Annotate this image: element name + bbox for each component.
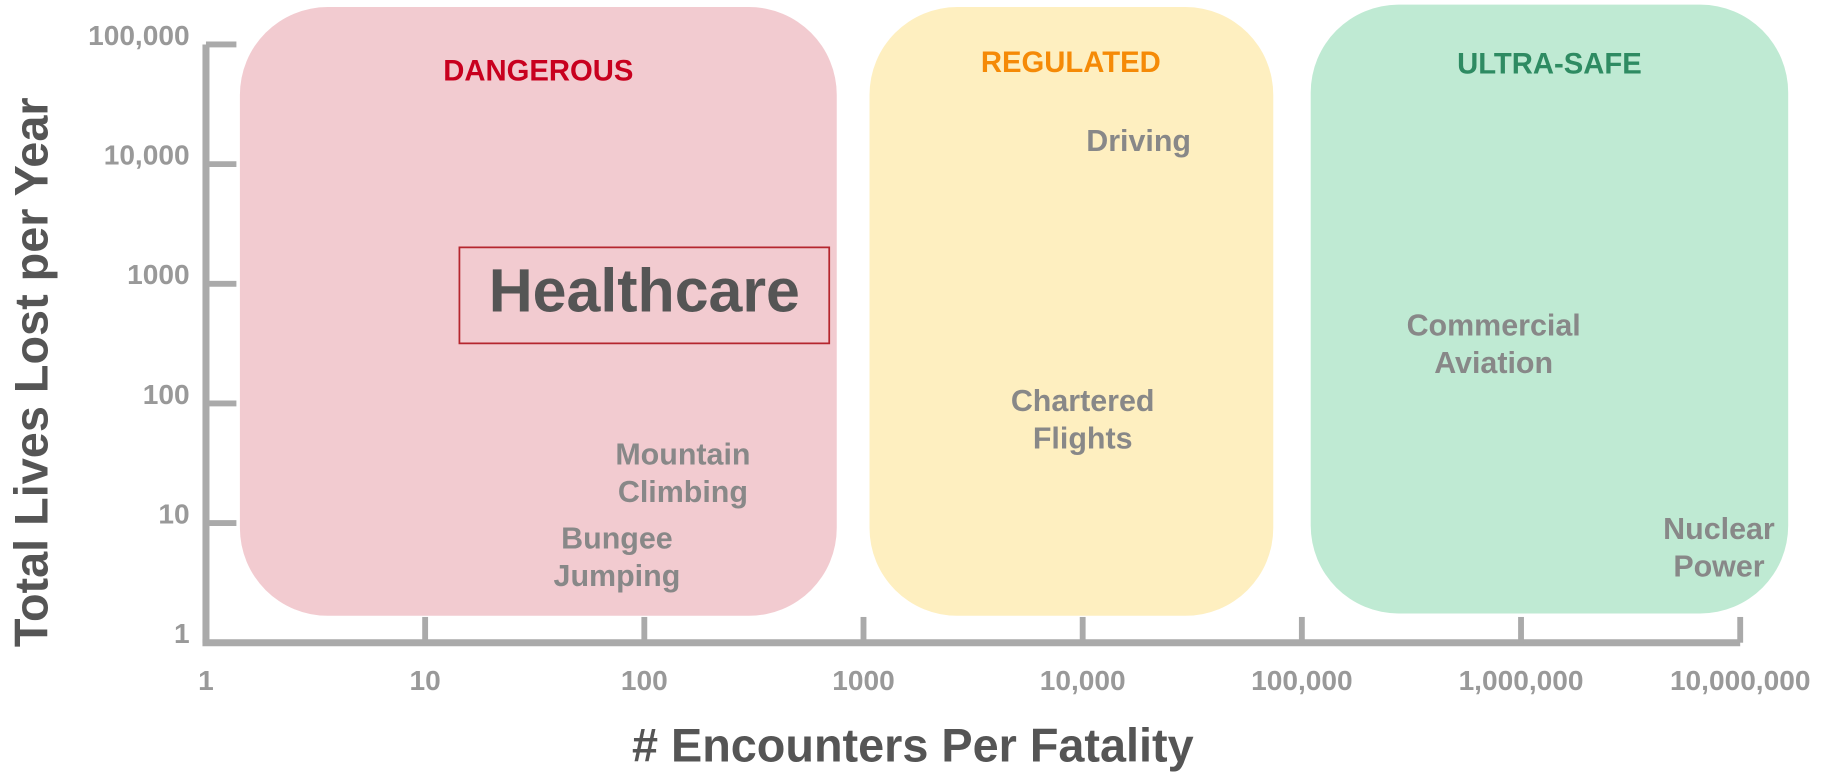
point-label: Driving xyxy=(1086,124,1191,158)
point-label: Bungee Jumping xyxy=(554,521,681,592)
y-tick-label: 100,000 xyxy=(88,20,189,51)
y-axis-title: Total Lives Lost per Year xyxy=(5,97,57,647)
region xyxy=(869,7,1274,616)
x-tick-label: 10,000 xyxy=(1040,665,1126,696)
x-axis-title: # Encounters Per Fatality xyxy=(632,720,1194,772)
region xyxy=(1310,4,1789,614)
highlight-box xyxy=(458,246,831,345)
point-label: Commercial Aviation xyxy=(1407,309,1581,380)
region-label: ULTRA-SAFE xyxy=(1457,48,1642,80)
region-label: REGULATED xyxy=(981,47,1161,79)
region-label: DANGEROUS xyxy=(443,55,633,87)
y-tick-label: 1 xyxy=(174,618,190,649)
y-tick-label: 1000 xyxy=(127,259,189,290)
y-tick-label: 10,000 xyxy=(104,140,190,171)
x-tick-label: 1 xyxy=(198,665,214,696)
point-label: Nuclear Power xyxy=(1663,512,1775,583)
region xyxy=(239,7,837,616)
x-tick-label: 100,000 xyxy=(1251,665,1352,696)
x-tick-label: 1000 xyxy=(832,665,894,696)
point-label: Healthcare xyxy=(489,256,800,324)
x-tick-label: 10 xyxy=(410,665,441,696)
y-tick-label: 10 xyxy=(158,498,189,529)
y-tick-label: 100 xyxy=(143,379,190,410)
x-tick-label: 100 xyxy=(621,665,668,696)
x-tick-label: 1,000,000 xyxy=(1459,665,1584,696)
point-label: Mountain Climbing xyxy=(615,438,750,509)
point-label: Chartered Flights xyxy=(1011,384,1155,455)
x-tick-label: 10,000,000 xyxy=(1670,665,1811,696)
